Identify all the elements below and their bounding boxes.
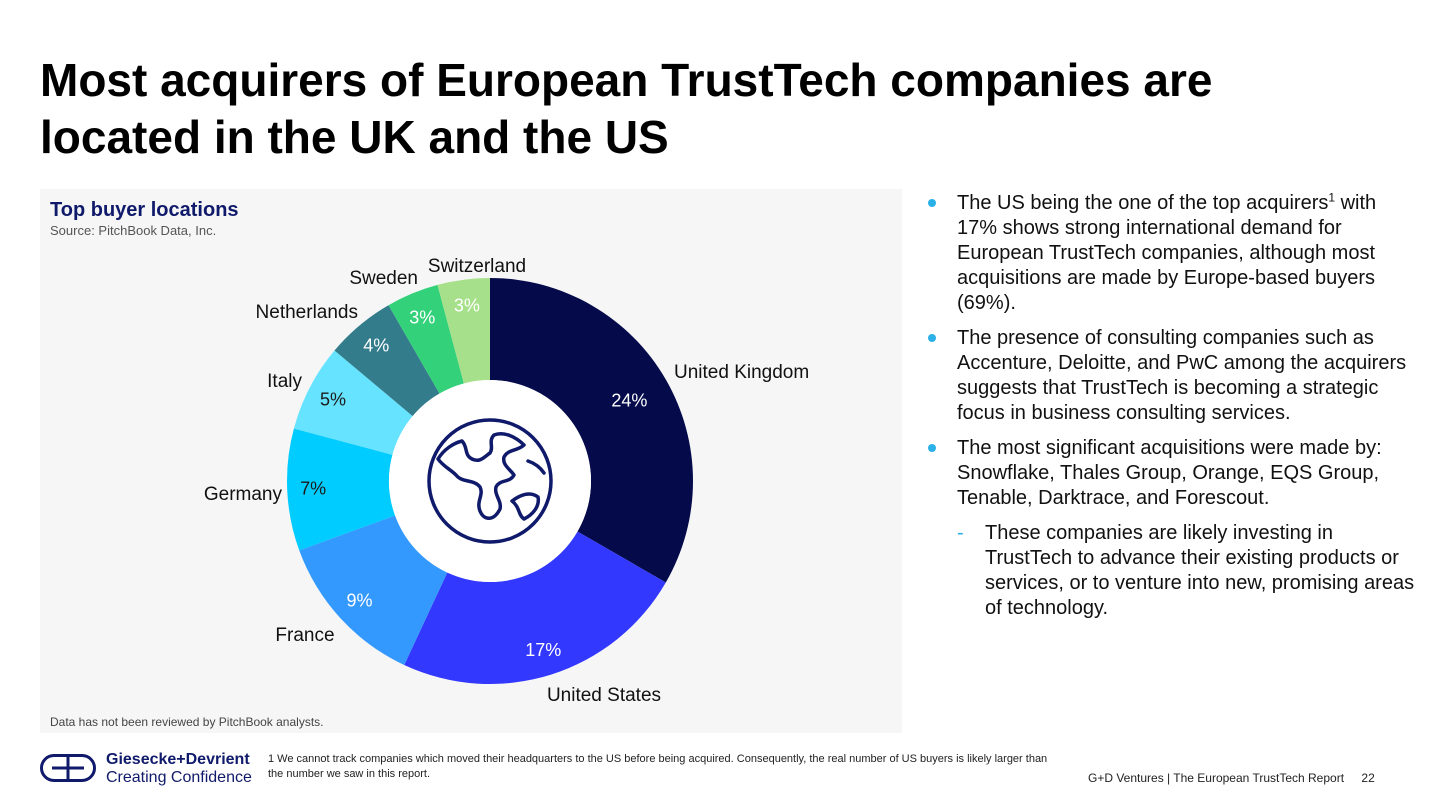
slice-united-states bbox=[404, 531, 666, 684]
category-label-italy: Italy bbox=[267, 371, 302, 392]
slice-germany bbox=[287, 428, 396, 551]
chart-panel: Top buyer locations Source: PitchBook Da… bbox=[40, 189, 902, 733]
slice-united-kingdom bbox=[490, 278, 694, 583]
bullet-dot bbox=[928, 334, 936, 342]
pct-label-united-states: 17% bbox=[525, 640, 561, 660]
brand-tagline: Creating Confidence bbox=[106, 769, 252, 786]
category-label-germany: Germany bbox=[204, 484, 283, 505]
slice-sweden bbox=[388, 284, 464, 394]
pct-label-netherlands: 4% bbox=[363, 335, 389, 355]
pct-label-france: 9% bbox=[346, 591, 372, 611]
pct-label-sweden: 3% bbox=[409, 307, 435, 327]
category-label-france: France bbox=[275, 625, 334, 646]
bullet-text-cont: with 17% shows strong international dema… bbox=[957, 192, 1377, 314]
sub-bullet-investing: - These companies are likely investing in… bbox=[925, 521, 1415, 621]
category-label-sweden: Sweden bbox=[349, 268, 418, 289]
bullet-dot bbox=[928, 199, 936, 207]
category-label-switzerland: Switzerland bbox=[428, 256, 526, 277]
category-label-united-states: United States bbox=[547, 685, 661, 706]
category-label-united-kingdom: United Kingdom bbox=[674, 362, 809, 383]
bullet-text: The US being the one of the top acquirer… bbox=[957, 192, 1329, 214]
insight-list: The US being the one of the top acquirer… bbox=[925, 191, 1415, 631]
pct-label-italy: 5% bbox=[320, 389, 346, 409]
brand-name: Giesecke+Devrient bbox=[106, 751, 250, 768]
footnote: 1 We cannot track companies which moved … bbox=[268, 753, 1048, 780]
bullet-acquisitions: The most significant acquisitions were m… bbox=[925, 436, 1415, 511]
page-title: Most acquirers of European TrustTech com… bbox=[40, 54, 1213, 163]
sub-bullet-text: These companies are likely investing in … bbox=[985, 522, 1415, 619]
category-label-netherlands: Netherlands bbox=[256, 302, 358, 323]
slice-switzerland bbox=[437, 278, 490, 384]
page-number: 22 bbox=[1361, 771, 1375, 785]
donut-chart: 24% 17% 9% 7% 5% 4% 3% 3% United Kingdom United … bbox=[204, 256, 809, 706]
bullet-dot bbox=[928, 444, 936, 452]
slice-netherlands bbox=[334, 305, 440, 417]
sub-bullet-dash: - bbox=[957, 522, 964, 544]
bullet-text: The presence of consulting companies suc… bbox=[957, 327, 1407, 424]
report-name: G+D Ventures | The European TrustTech Re… bbox=[1088, 771, 1345, 785]
bullet-text: The most significant acquisitions were m… bbox=[957, 437, 1382, 509]
gd-logo-icon bbox=[40, 754, 96, 782]
pct-label-switzerland: 3% bbox=[454, 296, 480, 316]
pct-label-germany: 7% bbox=[300, 479, 326, 499]
brand: Giesecke+Devrient Creating Confidence bbox=[106, 751, 252, 787]
pct-label-united-kingdom: 24% bbox=[611, 391, 647, 411]
slice-italy bbox=[293, 350, 413, 455]
footer-report: G+D Ventures | The European TrustTech Re… bbox=[1088, 771, 1375, 785]
globe-icon bbox=[427, 418, 553, 544]
footnote-ref: 1 bbox=[1328, 190, 1336, 205]
bullet-consulting: The presence of consulting companies suc… bbox=[925, 326, 1415, 426]
chart-source: Source: PitchBook Data, Inc. bbox=[50, 223, 217, 238]
chart-note: Data has not been reviewed by PitchBook … bbox=[50, 715, 324, 729]
donut-hole bbox=[389, 380, 591, 582]
bullet-us-acquirers: The US being the one of the top acquirer… bbox=[925, 191, 1415, 316]
chart-title: Top buyer locations bbox=[50, 199, 239, 221]
slice-france bbox=[299, 515, 448, 665]
